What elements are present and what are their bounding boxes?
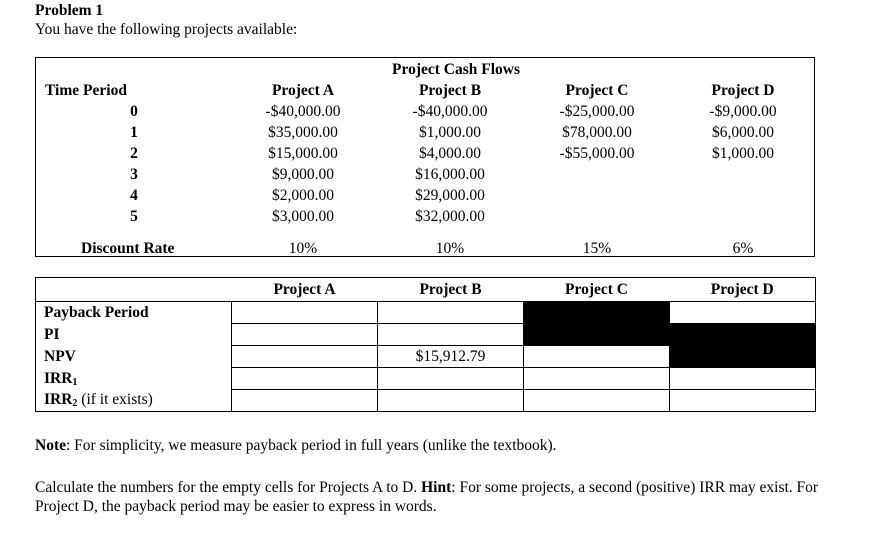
project-a-cf-3: $9,000.00 bbox=[272, 166, 334, 183]
results-header-project-b: Project B bbox=[377, 277, 524, 302]
irr1-project-b-cell[interactable] bbox=[377, 367, 524, 390]
pi-project-b-cell[interactable] bbox=[377, 323, 524, 346]
period-4: 4 bbox=[130, 187, 138, 204]
project-b-cf-1: $1,000.00 bbox=[419, 124, 481, 141]
project-b-cf-5: $32,000.00 bbox=[415, 208, 485, 225]
row-label-pi: PI bbox=[35, 323, 232, 346]
pi-project-c-redacted bbox=[523, 323, 670, 346]
results-header-project-c: Project C bbox=[523, 277, 670, 302]
note-paragraph: Note: For simplicity, we measure payback… bbox=[35, 437, 557, 455]
project-a-cf-2: $15,000.00 bbox=[268, 145, 338, 162]
table-row-irr2: IRR2 (if it exists) bbox=[35, 389, 816, 412]
pi-project-d-redacted bbox=[669, 323, 816, 346]
results-header-project-d: Project D bbox=[669, 277, 816, 302]
project-b-cf-3: $16,000.00 bbox=[415, 166, 485, 183]
project-c-cf-0: -$25,000.00 bbox=[559, 103, 635, 120]
irr2-label-sub: 2 bbox=[72, 398, 78, 410]
table-row-irr1: IRR1 bbox=[35, 367, 816, 390]
results-header-blank bbox=[35, 277, 232, 302]
project-d-header: Project D bbox=[711, 82, 775, 99]
project-a-cf-0: -$40,000.00 bbox=[265, 103, 341, 120]
results-header-project-a: Project A bbox=[231, 277, 378, 302]
project-a-cf-1: $35,000.00 bbox=[268, 124, 338, 141]
results-header-row: Project A Project B Project C Project D bbox=[35, 277, 816, 302]
payback-project-a-cell[interactable] bbox=[231, 301, 378, 324]
table-row-pi: PI bbox=[35, 323, 816, 346]
period-1: 1 bbox=[130, 124, 138, 141]
project-b-cf-4: $29,000.00 bbox=[415, 187, 485, 204]
irr1-project-a-cell[interactable] bbox=[231, 367, 378, 390]
project-c-cf-2: -$55,000.00 bbox=[559, 145, 635, 162]
irr1-label-sub: 1 bbox=[72, 376, 78, 388]
project-b-header: Project B bbox=[418, 82, 482, 99]
table-row-payback: Payback Period bbox=[35, 301, 816, 324]
project-a-cf-5: $3,000.00 bbox=[272, 208, 334, 225]
period-3: 3 bbox=[130, 166, 138, 183]
irr2-label-suffix: (if it exists) bbox=[77, 391, 153, 409]
row-label-irr2: IRR2 (if it exists) bbox=[35, 389, 232, 412]
irr1-project-c-cell[interactable] bbox=[523, 367, 670, 390]
row-label-payback: Payback Period bbox=[35, 301, 232, 324]
project-a-cf-4: $2,000.00 bbox=[272, 187, 334, 204]
time-period-label: Time Period bbox=[45, 82, 127, 99]
note-text: : For simplicity, we measure payback per… bbox=[66, 437, 557, 454]
note-label: Note bbox=[35, 437, 66, 454]
pi-project-a-cell[interactable] bbox=[231, 323, 378, 346]
calc-text-1: Calculate the numbers for the empty cell… bbox=[35, 479, 422, 496]
payback-project-c-redacted bbox=[523, 301, 670, 324]
npv-project-b-cell[interactable]: $15,912.79 bbox=[377, 345, 524, 368]
project-a-header: Project A bbox=[271, 82, 335, 99]
irr1-project-d-cell[interactable] bbox=[669, 367, 816, 390]
npv-project-c-cell[interactable] bbox=[523, 345, 670, 368]
project-c-cf-1: $78,000.00 bbox=[562, 124, 632, 141]
row-label-irr1: IRR1 bbox=[35, 367, 232, 390]
irr2-project-d-cell[interactable] bbox=[669, 389, 816, 412]
payback-project-b-cell[interactable] bbox=[377, 301, 524, 324]
row-label-npv: NPV bbox=[35, 345, 232, 368]
cash-flow-heading: Project Cash Flows bbox=[392, 61, 520, 78]
payback-project-d-cell[interactable] bbox=[669, 301, 816, 324]
project-d-discount-rate: 6% bbox=[732, 240, 754, 257]
irr2-project-a-cell[interactable] bbox=[231, 389, 378, 412]
discount-rate-label: Discount Rate bbox=[81, 240, 175, 257]
instructions-paragraph: Calculate the numbers for the empty cell… bbox=[35, 478, 825, 516]
period-0: 0 bbox=[130, 103, 138, 120]
problem-title: Problem 1 bbox=[35, 2, 104, 19]
project-b-cf-2: $4,000.00 bbox=[419, 145, 481, 162]
npv-project-a-cell[interactable] bbox=[231, 345, 378, 368]
project-c-header: Project C bbox=[565, 82, 629, 99]
cash-flow-table: Project Cash Flows Time Period 0 1 2 3 4… bbox=[35, 57, 815, 257]
project-d-cf-0: -$9,000.00 bbox=[709, 103, 777, 120]
irr2-label-main: IRR bbox=[44, 391, 73, 409]
table-row-npv: NPV $15,912.79 bbox=[35, 345, 816, 368]
project-d-cf-2: $1,000.00 bbox=[712, 145, 774, 162]
results-table: Project A Project B Project C Project D … bbox=[35, 277, 816, 412]
calc-text-2: : For some projects, a second (positive)… bbox=[35, 479, 819, 515]
irr1-label-main: IRR bbox=[44, 369, 73, 387]
project-b-discount-rate: 10% bbox=[435, 240, 465, 257]
project-c-discount-rate: 15% bbox=[582, 240, 612, 257]
project-d-cf-1: $6,000.00 bbox=[712, 124, 774, 141]
hint-label: Hint bbox=[421, 479, 452, 496]
problem-intro: You have the following projects availabl… bbox=[35, 21, 298, 38]
period-2: 2 bbox=[130, 145, 138, 162]
project-b-cf-0: -$40,000.00 bbox=[412, 103, 488, 120]
period-5: 5 bbox=[130, 208, 138, 225]
irr2-project-b-cell[interactable] bbox=[377, 389, 524, 412]
npv-project-d-redacted bbox=[669, 345, 816, 368]
project-a-discount-rate: 10% bbox=[288, 240, 318, 257]
irr2-project-c-cell[interactable] bbox=[523, 389, 670, 412]
